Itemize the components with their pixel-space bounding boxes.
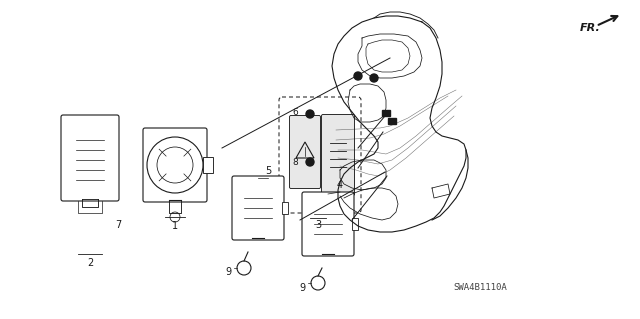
Bar [352, 218, 358, 230]
Text: 7: 7 [115, 220, 121, 230]
Text: 2: 2 [87, 258, 93, 268]
Text: 8: 8 [292, 158, 298, 167]
Text: 5: 5 [265, 166, 271, 176]
Circle shape [354, 72, 362, 80]
Circle shape [370, 74, 378, 82]
Text: FR.: FR. [580, 23, 601, 33]
Bar [203, 157, 213, 173]
Text: 6: 6 [292, 108, 298, 117]
FancyBboxPatch shape [321, 115, 355, 196]
FancyBboxPatch shape [279, 97, 361, 213]
Text: 9: 9 [226, 267, 232, 277]
Bar [382, 110, 390, 116]
Text: 9: 9 [300, 283, 306, 293]
FancyBboxPatch shape [302, 192, 354, 256]
Circle shape [306, 158, 314, 166]
FancyBboxPatch shape [232, 176, 284, 240]
Text: 4: 4 [337, 180, 343, 190]
Bar [388, 118, 396, 124]
Text: 3: 3 [315, 220, 321, 230]
Bar [282, 202, 288, 214]
Text: 1: 1 [172, 221, 178, 231]
FancyBboxPatch shape [289, 115, 321, 189]
FancyBboxPatch shape [143, 128, 207, 202]
Text: SWA4B1110A: SWA4B1110A [453, 284, 507, 293]
FancyBboxPatch shape [61, 115, 119, 201]
Circle shape [306, 110, 314, 118]
